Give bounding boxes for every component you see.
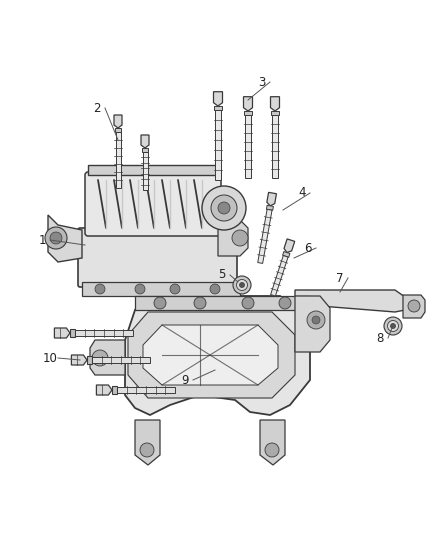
Polygon shape: [258, 209, 272, 263]
Text: 3: 3: [258, 76, 266, 88]
Circle shape: [194, 297, 206, 309]
Polygon shape: [267, 192, 276, 206]
Polygon shape: [75, 330, 133, 336]
Polygon shape: [284, 239, 295, 253]
Polygon shape: [272, 115, 278, 178]
FancyBboxPatch shape: [85, 172, 221, 236]
Polygon shape: [245, 115, 251, 178]
Circle shape: [233, 276, 251, 294]
Circle shape: [237, 279, 247, 290]
Circle shape: [408, 300, 420, 312]
Polygon shape: [90, 340, 125, 375]
Polygon shape: [143, 325, 278, 385]
Text: 7: 7: [336, 271, 344, 285]
Text: 4: 4: [298, 187, 306, 199]
Polygon shape: [70, 329, 75, 337]
Circle shape: [384, 317, 402, 335]
Polygon shape: [271, 96, 279, 111]
Circle shape: [218, 202, 230, 214]
FancyBboxPatch shape: [78, 228, 237, 287]
Circle shape: [95, 284, 105, 294]
Circle shape: [242, 297, 254, 309]
Polygon shape: [116, 132, 120, 188]
Polygon shape: [403, 295, 425, 318]
Polygon shape: [142, 148, 148, 152]
Polygon shape: [54, 328, 70, 338]
Circle shape: [210, 284, 220, 294]
Polygon shape: [141, 135, 149, 148]
Circle shape: [232, 230, 248, 246]
Circle shape: [135, 284, 145, 294]
Polygon shape: [117, 387, 175, 393]
Polygon shape: [114, 115, 122, 128]
Circle shape: [45, 227, 67, 249]
Text: 5: 5: [218, 269, 226, 281]
Polygon shape: [125, 296, 310, 415]
Polygon shape: [128, 312, 295, 398]
Circle shape: [211, 195, 237, 221]
Polygon shape: [92, 357, 150, 363]
Polygon shape: [272, 111, 279, 115]
Text: 2: 2: [93, 101, 101, 115]
Polygon shape: [142, 152, 148, 190]
Polygon shape: [244, 96, 252, 111]
Circle shape: [202, 186, 246, 230]
Circle shape: [391, 324, 396, 328]
Text: 9: 9: [181, 374, 189, 386]
Polygon shape: [71, 355, 87, 365]
Polygon shape: [283, 252, 290, 257]
Text: 10: 10: [42, 351, 57, 365]
Text: 6: 6: [304, 241, 312, 254]
Circle shape: [92, 350, 108, 366]
Circle shape: [50, 232, 62, 244]
Polygon shape: [82, 282, 240, 296]
Circle shape: [154, 297, 166, 309]
Circle shape: [140, 443, 154, 457]
Circle shape: [240, 282, 244, 287]
Polygon shape: [218, 220, 248, 256]
Polygon shape: [135, 296, 310, 310]
Circle shape: [170, 284, 180, 294]
Polygon shape: [96, 385, 112, 395]
Circle shape: [279, 297, 291, 309]
Polygon shape: [260, 420, 285, 465]
Polygon shape: [214, 106, 222, 110]
Polygon shape: [295, 296, 330, 352]
Circle shape: [307, 311, 325, 329]
Polygon shape: [213, 92, 223, 106]
Polygon shape: [115, 128, 121, 132]
Polygon shape: [112, 386, 117, 394]
Text: 1: 1: [38, 233, 46, 246]
Polygon shape: [266, 205, 273, 211]
Polygon shape: [48, 215, 82, 262]
Text: 8: 8: [376, 332, 384, 344]
Polygon shape: [88, 165, 218, 175]
Polygon shape: [244, 111, 251, 115]
Circle shape: [312, 316, 320, 324]
Circle shape: [388, 320, 399, 332]
Polygon shape: [295, 290, 405, 312]
Polygon shape: [271, 255, 288, 296]
Polygon shape: [87, 356, 92, 364]
Polygon shape: [215, 110, 221, 180]
Polygon shape: [135, 420, 160, 465]
Circle shape: [265, 443, 279, 457]
